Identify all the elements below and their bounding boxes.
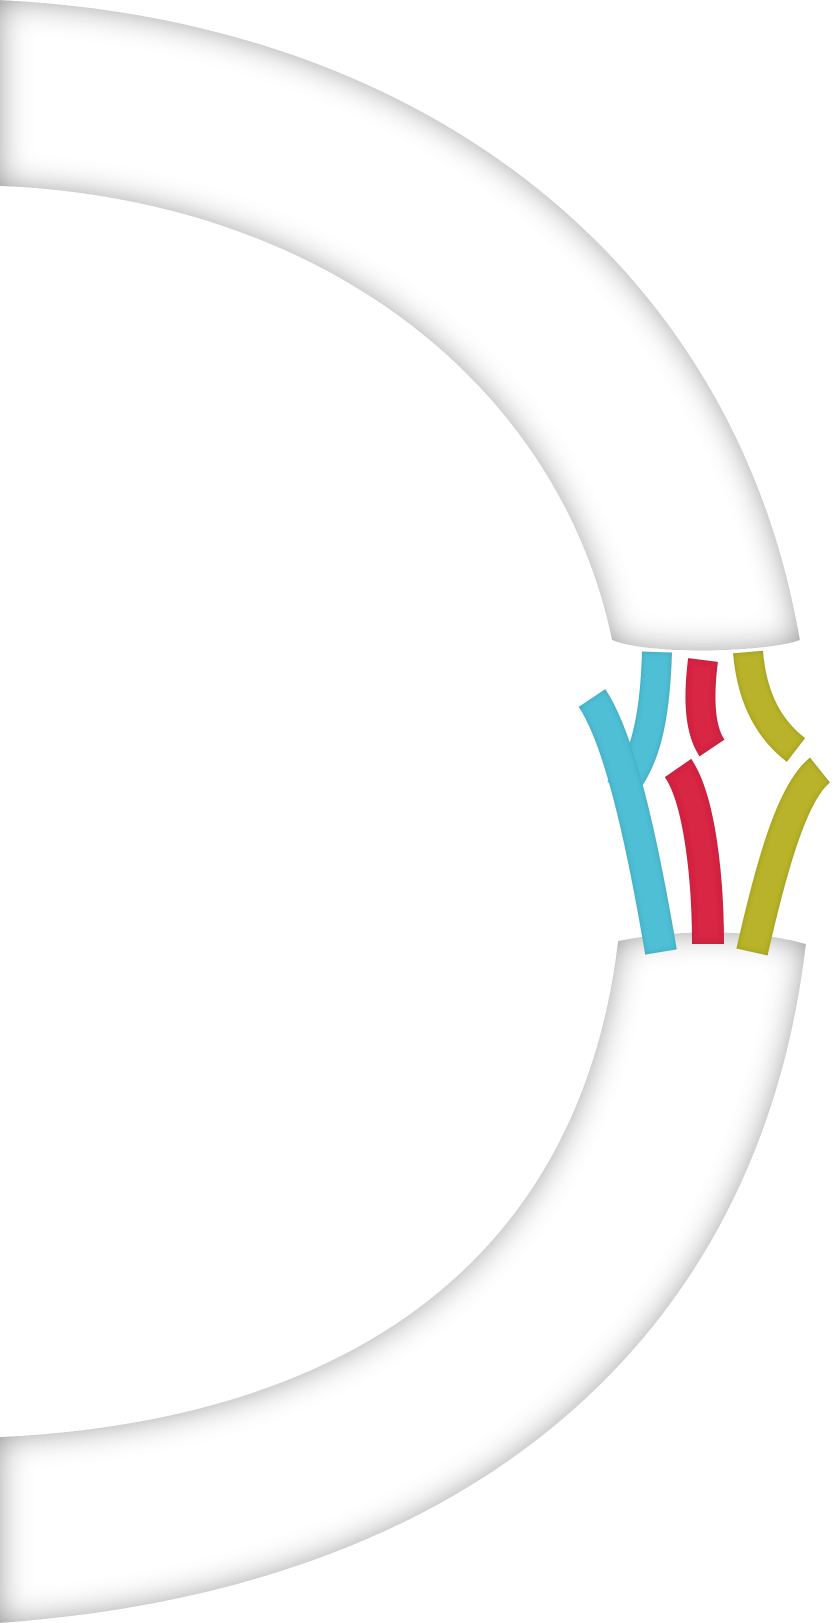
yellow-wire-upper (733, 650, 806, 762)
upper-wire-ends (606, 650, 806, 803)
red-wire-lower (664, 758, 724, 945)
yellow-wire-lower (736, 757, 831, 956)
red-wire-upper (685, 658, 725, 757)
upper-cable-sheath (0, 0, 800, 651)
lower-wire-ends (578, 689, 831, 956)
cyan-wire-lower (578, 689, 677, 955)
lower-cable-sheath (0, 932, 806, 1623)
